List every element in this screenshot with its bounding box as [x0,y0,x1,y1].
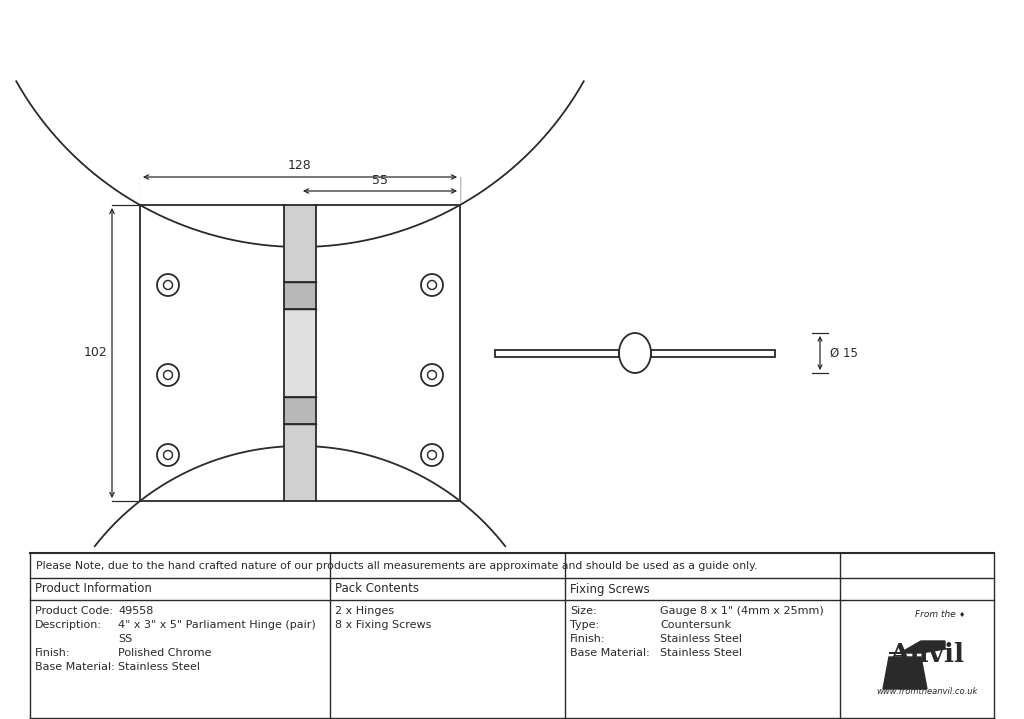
Text: SS: SS [118,634,132,644]
Circle shape [421,274,443,296]
Text: Base Material:: Base Material: [35,662,115,672]
Bar [651,349,775,357]
Polygon shape [889,641,945,653]
Text: 4" x 3" x 5" Parliament Hinge (pair): 4" x 3" x 5" Parliament Hinge (pair) [118,620,315,630]
Circle shape [421,444,443,466]
Text: 8 x Fixing Screws: 8 x Fixing Screws [335,620,431,630]
Ellipse shape [618,333,651,373]
Text: Base Material:: Base Material: [570,648,650,658]
Circle shape [427,451,436,459]
Bar [495,349,618,357]
Bar [284,205,316,282]
Text: Countersunk: Countersunk [660,620,731,630]
Text: Polished Chrome: Polished Chrome [118,648,212,658]
Circle shape [164,280,172,290]
Text: From the: From the [914,610,955,619]
Text: Finish:: Finish: [570,634,605,644]
Circle shape [164,370,172,380]
Text: Stainless Steel: Stainless Steel [660,648,742,658]
Text: 49558: 49558 [118,606,154,616]
Polygon shape [95,446,505,546]
Text: Finish:: Finish: [35,648,71,658]
Text: Stainless Steel: Stainless Steel [660,634,742,644]
Text: Ø 15: Ø 15 [830,347,858,360]
Bar [284,424,316,501]
Text: Gauge 8 x 1" (4mm x 25mm): Gauge 8 x 1" (4mm x 25mm) [660,606,823,616]
Text: 2 x Hinges: 2 x Hinges [335,606,394,616]
Text: Type:: Type: [570,620,599,630]
Text: 55: 55 [372,174,388,187]
Bar [140,205,460,501]
Bar [284,308,316,398]
Circle shape [157,364,179,386]
Bar [284,282,316,308]
Text: Fixing Screws: Fixing Screws [570,582,650,595]
Text: 102: 102 [83,347,106,360]
Text: Please Note, due to the hand crafted nature of our products all measurements are: Please Note, due to the hand crafted nat… [36,561,758,571]
Text: Description:: Description: [35,620,102,630]
Text: Size:: Size: [570,606,597,616]
Text: ♦: ♦ [958,612,966,618]
Text: Stainless Steel: Stainless Steel [118,662,200,672]
Text: www.fromtheanvil.co.uk: www.fromtheanvil.co.uk [877,687,978,695]
Text: Anvil: Anvil [890,641,965,667]
Text: Product Code:: Product Code: [35,606,113,616]
Circle shape [421,364,443,386]
Text: Pack Contents: Pack Contents [335,582,419,595]
Circle shape [157,444,179,466]
Polygon shape [16,81,584,247]
Circle shape [164,451,172,459]
Polygon shape [883,657,927,689]
Text: Product Information: Product Information [35,582,152,595]
Circle shape [157,274,179,296]
Text: 128: 128 [288,159,312,172]
Circle shape [427,370,436,380]
Circle shape [427,280,436,290]
Bar [284,398,316,424]
